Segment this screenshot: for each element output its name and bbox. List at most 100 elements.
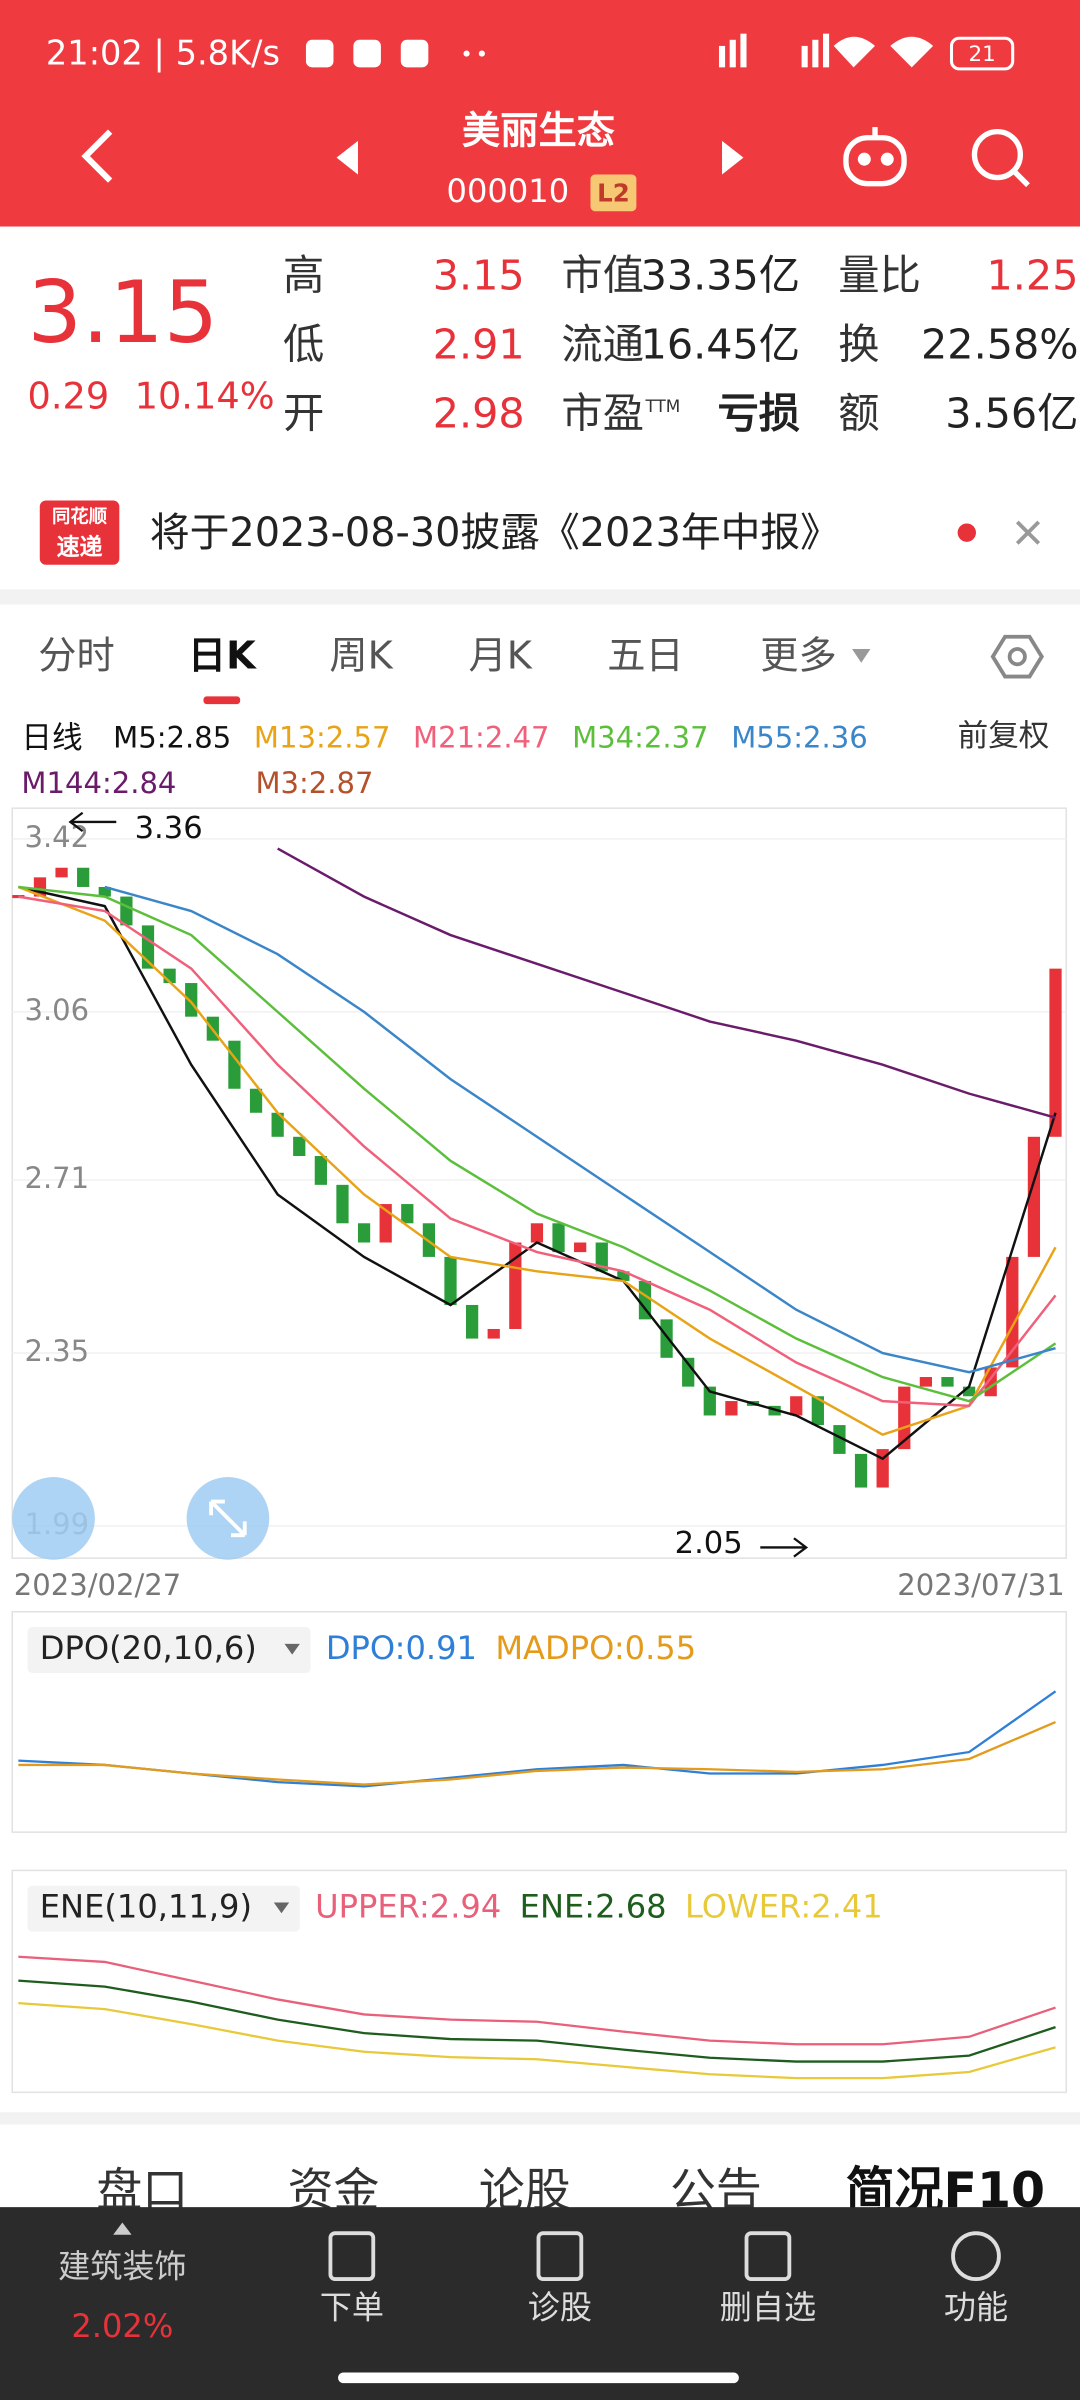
robot-icon[interactable]: [843, 127, 907, 187]
sector-change: 2.02%: [71, 2307, 173, 2345]
sector-name[interactable]: 建筑装饰: [58, 2247, 186, 2285]
separator: [0, 589, 1080, 605]
x-end-label: 2023/07/31: [897, 1568, 1064, 1602]
indicator-value: DPO:0.91: [326, 1629, 477, 1667]
period-tab[interactable]: 日K: [188, 634, 257, 679]
stat-value: 2.91: [433, 320, 525, 368]
high-arrow: [68, 811, 117, 833]
stat-value: 3.15: [433, 252, 525, 300]
candle: [638, 1280, 652, 1320]
high-label: 3.36: [135, 811, 203, 846]
indicator-selector[interactable]: [27, 1885, 300, 1932]
indicator-line: [18, 1979, 1056, 2063]
nav-label[interactable]: 删自选: [720, 2289, 816, 2327]
candle: [530, 1223, 544, 1243]
nav-label[interactable]: 功能: [944, 2289, 1008, 2327]
indicator-value: ENE:2.68: [520, 1888, 667, 1926]
indicator-value: MADPO:0.55: [495, 1629, 696, 1667]
candle: [336, 1184, 349, 1224]
unread-dot: [957, 523, 976, 542]
nav-icon: [328, 2231, 376, 2281]
stat-value: 亏损: [717, 389, 800, 437]
notice-logo-top: 同花顺: [52, 505, 107, 527]
y-tick-label: 3.42: [24, 820, 89, 854]
battery: [949, 36, 1015, 71]
nav-icon: [951, 2231, 1001, 2281]
next-stock[interactable]: [722, 140, 744, 175]
candle: [682, 1357, 695, 1387]
period-tab[interactable]: 五日: [607, 634, 683, 679]
y-tick-label: 3.06: [24, 993, 89, 1027]
ma-legend: M55:2.36: [731, 720, 868, 754]
l2-badge-text: L2: [597, 178, 630, 207]
indicator-value: LOWER:2.41: [685, 1888, 883, 1926]
candle: [595, 1242, 608, 1272]
stat-label: 量比: [838, 252, 921, 300]
y-tick-label: 2.71: [24, 1161, 89, 1195]
candle: [249, 1088, 263, 1113]
candle: [12, 895, 25, 899]
candle: [919, 1377, 932, 1387]
ma-legend: M5:2.85: [113, 720, 231, 754]
header-bg: [0, 0, 1080, 227]
low-arrow: [760, 1537, 809, 1558]
candle: [487, 1328, 500, 1339]
search-icon[interactable]: [971, 128, 1030, 188]
indicator-line: [18, 1955, 1056, 2046]
period-tab[interactable]: 周K: [329, 634, 393, 679]
stock-name: 美丽生态: [462, 109, 615, 154]
indicator-line: [18, 1721, 1056, 1786]
more-caret: [852, 648, 871, 663]
nav-label[interactable]: 诊股: [528, 2289, 592, 2327]
nav-icon: [536, 2231, 584, 2281]
low-label: 2.05: [675, 1526, 743, 1561]
indicator-line: [277, 847, 1056, 1119]
stat-label: 额: [838, 389, 879, 437]
candle: [1006, 1256, 1019, 1368]
indicator-name: DPO(20,10,6): [40, 1629, 257, 1667]
ma-legend: M144:2.84: [21, 766, 176, 800]
nav-label[interactable]: 下单: [320, 2289, 384, 2327]
stat-value: 22.58%: [921, 320, 1078, 368]
candle: [271, 1112, 284, 1137]
stat-label: 开: [283, 389, 324, 437]
l2-badge: [590, 174, 637, 212]
stat-label: 低: [283, 320, 324, 368]
candle: [962, 1386, 976, 1397]
candle: [574, 1242, 587, 1253]
price: 3.15: [28, 263, 219, 363]
close-notice[interactable]: [1015, 520, 1041, 545]
nav-icon: [744, 2231, 792, 2281]
dpo-frame: [11, 1610, 1067, 1833]
y-tick-label: 2.35: [24, 1334, 89, 1368]
status-icons: [305, 33, 934, 68]
candle: [1049, 968, 1062, 1137]
candle: [552, 1223, 565, 1253]
battery-level: 21: [968, 42, 995, 67]
change: 0.29: [28, 374, 110, 417]
indicator-selector[interactable]: [27, 1627, 311, 1673]
settings-icon[interactable]: [990, 634, 1045, 679]
candle: [703, 1386, 716, 1416]
indicator-line: [104, 885, 1056, 1374]
stat-label: 高: [283, 252, 324, 300]
stat-label: 换: [838, 320, 879, 368]
stat-value: 1.25: [987, 252, 1079, 300]
candle: [876, 1449, 889, 1488]
home-indicator: [338, 2372, 739, 2384]
candle: [77, 867, 90, 887]
period-tab[interactable]: 更多: [760, 634, 836, 679]
ene-frame: [11, 1869, 1067, 2094]
prev-stock[interactable]: [336, 140, 358, 175]
stat-value: 33.35亿: [641, 252, 800, 300]
period-tab[interactable]: 分时: [38, 634, 114, 679]
stat-label: 流通: [561, 320, 644, 368]
candle: [833, 1425, 846, 1454]
stat-value: 2.98: [433, 389, 525, 437]
period-tab[interactable]: 月K: [469, 634, 533, 679]
fullscreen-button[interactable]: [12, 1477, 95, 1560]
stat-value: 3.56亿: [945, 389, 1078, 437]
notice-logo: [39, 500, 120, 565]
back-button[interactable]: [81, 129, 113, 183]
